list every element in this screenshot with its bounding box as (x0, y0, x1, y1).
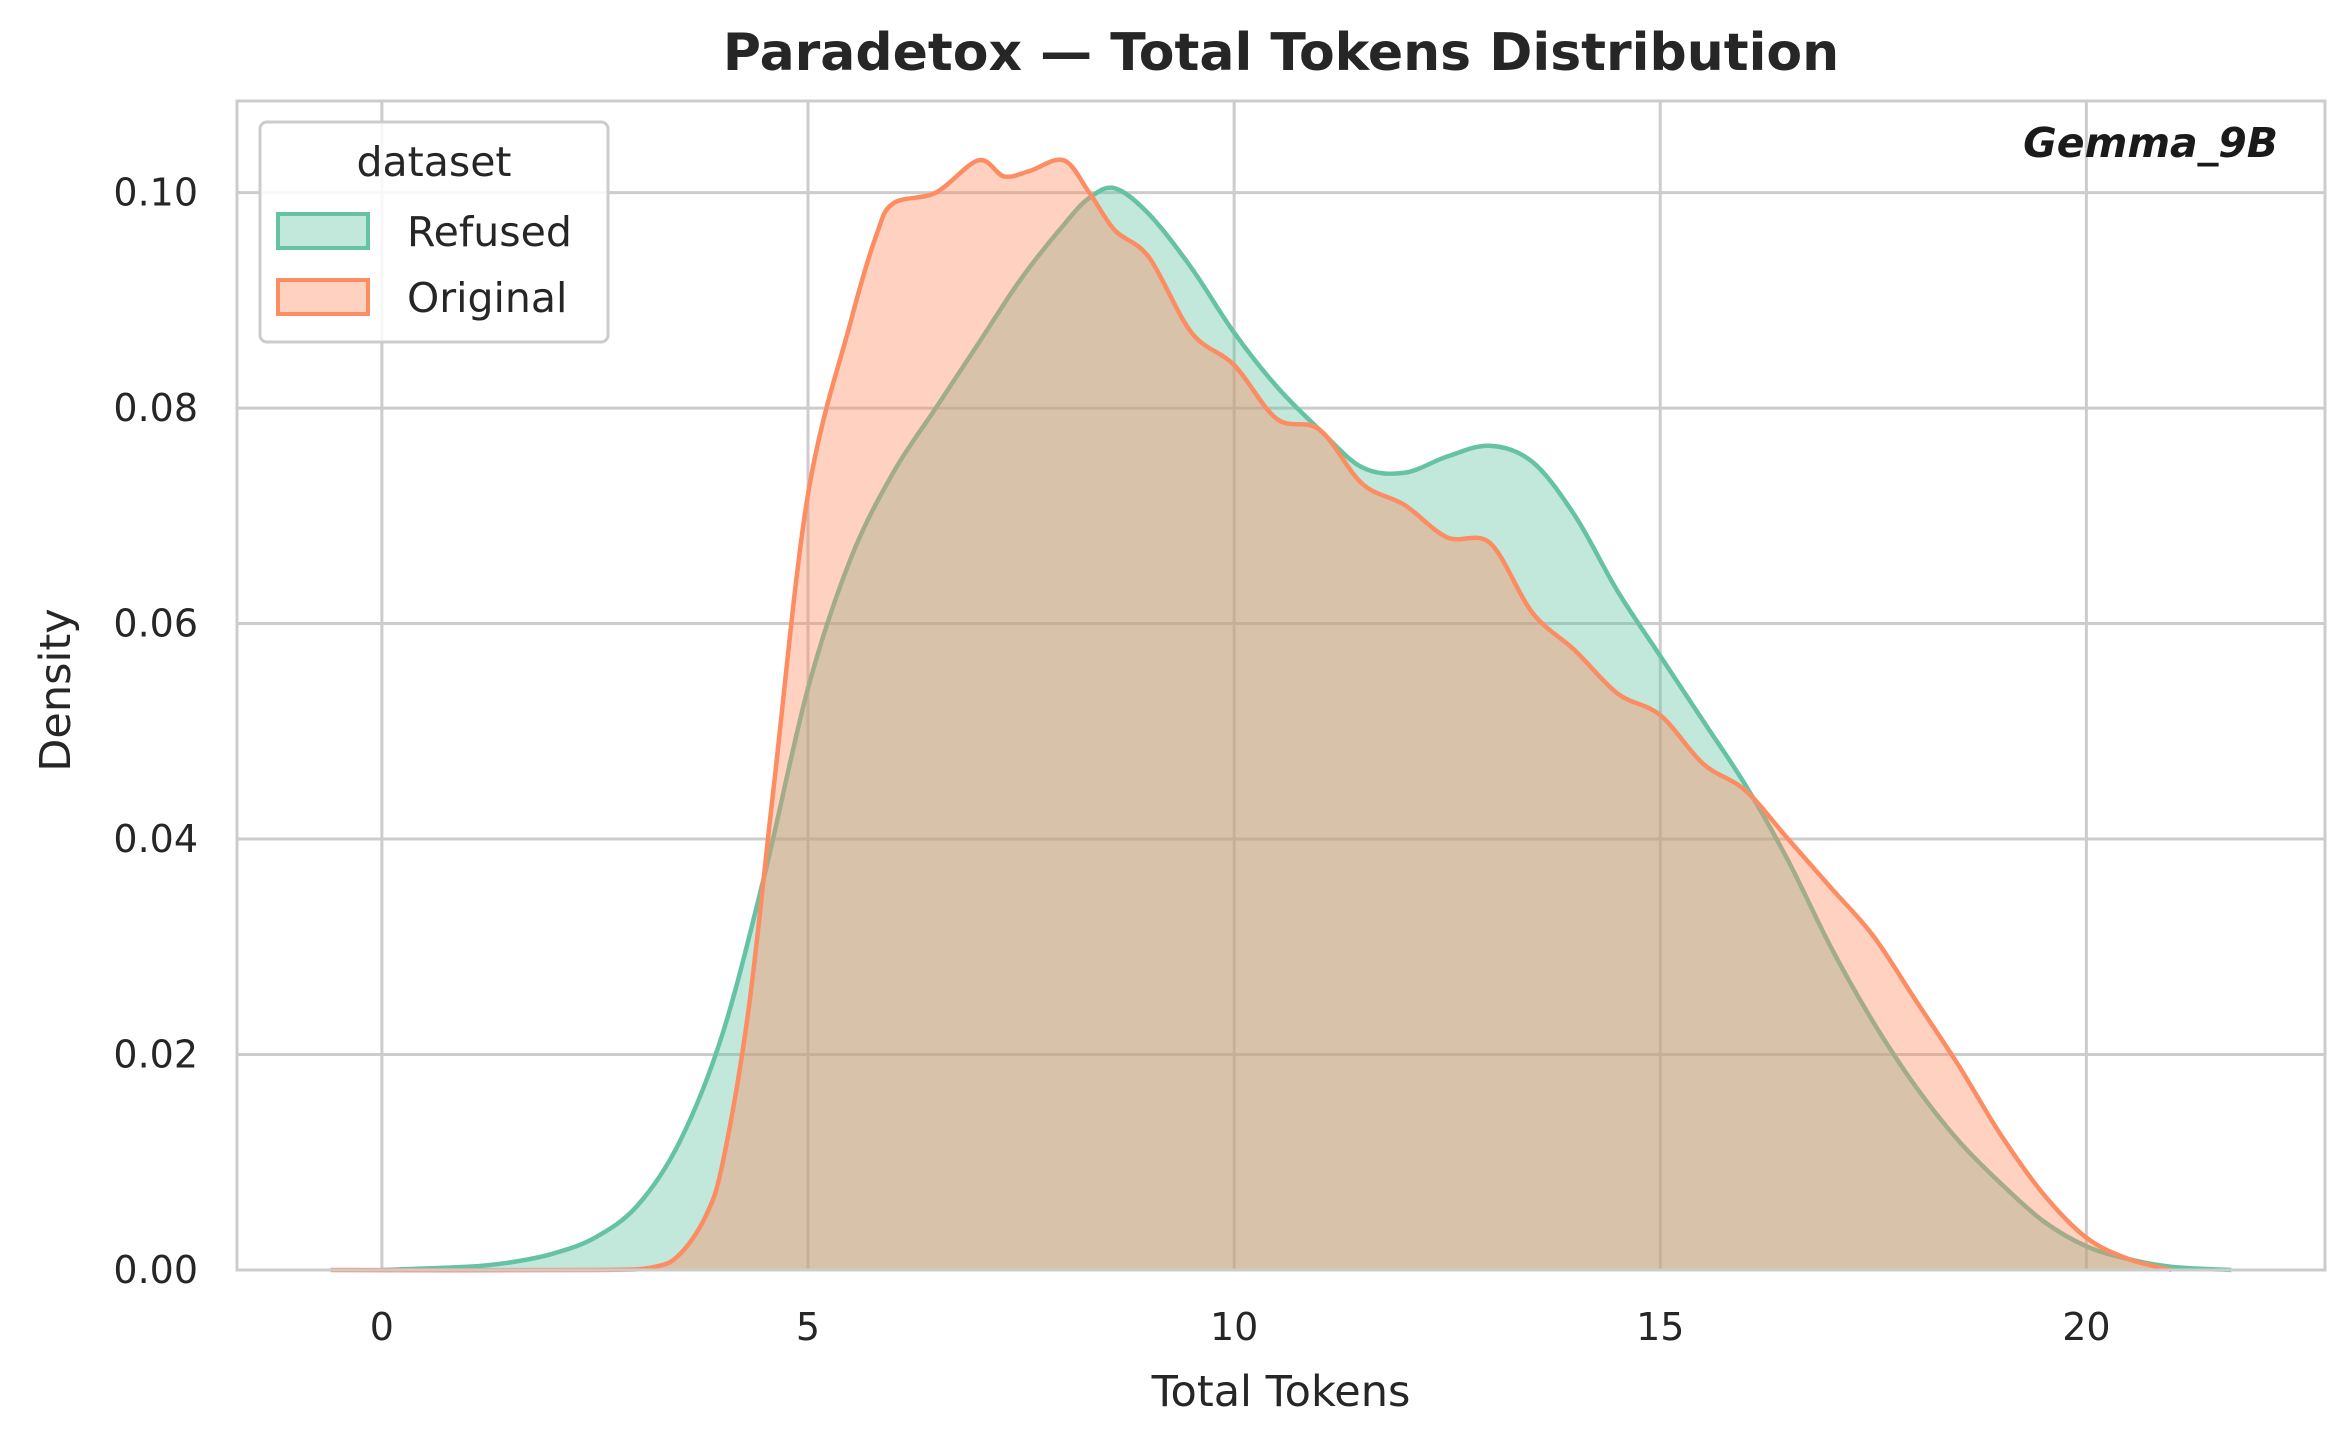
legend-label-refused: Refused (407, 208, 572, 256)
x-axis-label: Total Tokens (1151, 1367, 1411, 1417)
density-line-refused (381, 185, 2232, 1273)
y-tick-label: 0.00 (113, 1248, 198, 1292)
x-tick-label: 10 (1210, 1305, 1258, 1349)
density-area-refused (381, 187, 2232, 1270)
legend-box (258, 120, 610, 344)
y-tick-label: 0.10 (113, 171, 198, 215)
y-tick-label: 0.04 (113, 817, 198, 861)
plot-frame (235, 99, 2327, 1272)
legend-title: dataset (356, 138, 511, 186)
tick-labels: 0 5 10 15 20 0.00 0.02 0.04 0.06 0.08 0.10 (113, 171, 2110, 1349)
y-tick-label: 0.02 (113, 1033, 198, 1077)
x-tick-label: 20 (2062, 1305, 2110, 1349)
chart-title: Paradetox — Total Tokens Distribution (723, 23, 1839, 83)
legend-swatch-refused (276, 212, 370, 250)
x-tick-label: 5 (796, 1305, 820, 1349)
y-tick-label: 0.06 (113, 602, 198, 646)
y-tick-label: 0.08 (113, 386, 198, 430)
x-tick-label: 0 (370, 1305, 394, 1349)
density-area-original (330, 159, 2172, 1271)
legend: dataset Refused Original (258, 120, 610, 344)
legend-swatch-original (276, 278, 370, 316)
y-axis-label: Density (31, 608, 81, 771)
density-areas (330, 157, 2232, 1273)
density-line-original (330, 157, 2173, 1273)
model-annotation: Gemma_9B (2023, 119, 2278, 167)
legend-label-original: Original (407, 274, 567, 322)
grid (237, 101, 2325, 1272)
x-tick-label: 15 (1636, 1305, 1684, 1349)
